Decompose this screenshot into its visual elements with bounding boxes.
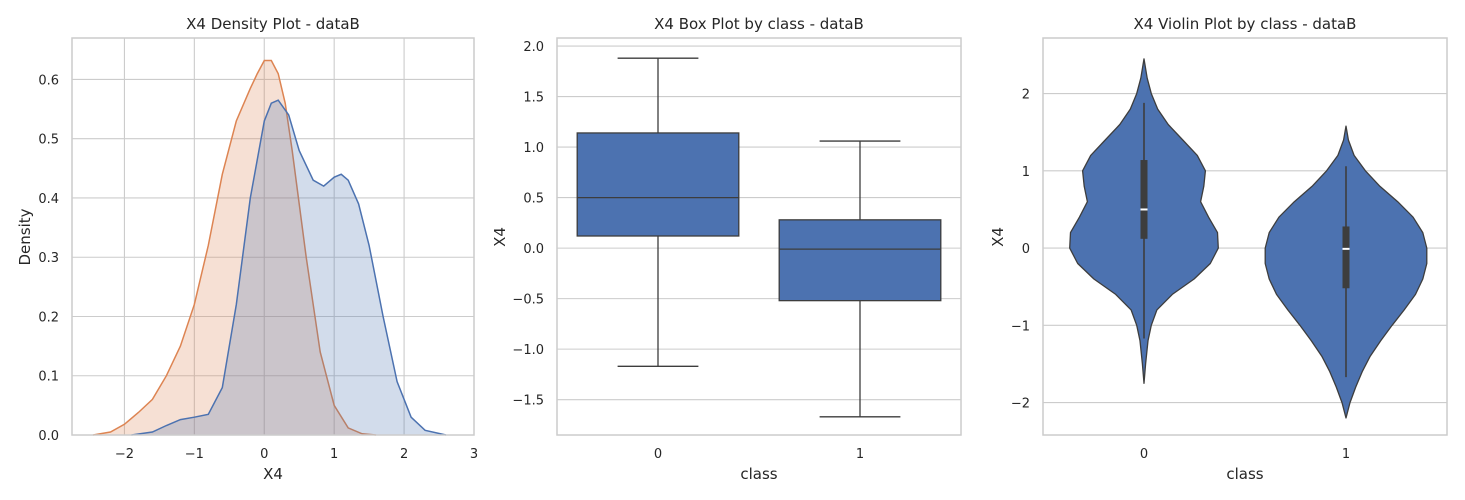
violin-plot-frame [1042, 37, 1448, 436]
density-x-tick-label: 2 [400, 447, 408, 462]
boxplot-x-tick-label: 0 [654, 447, 662, 462]
boxplot-y-tick-label: 0.0 [523, 242, 544, 257]
box-class-1 [778, 140, 942, 418]
boxplot-y-tick-label: 1.5 [523, 91, 544, 106]
boxplot-panel: −1.5 −1.0 −0.5 0.0 0.5 1.0 1.5 2.0 0 1 X4 Box Plo… [491, 15, 962, 483]
box-iqr [778, 219, 942, 302]
violin-y-tick-label: −2 [1011, 397, 1030, 412]
violin-class-1 [1264, 125, 1428, 419]
density-line-0 [92, 59, 377, 436]
boxplot-title: X4 Box Plot by class - dataB [654, 15, 864, 33]
violin-iqr-bar [1342, 226, 1350, 289]
boxplot-y-tick-label: −1.0 [512, 343, 544, 358]
boxplot-y-tick-label: 0.5 [523, 192, 544, 207]
density-x-tick-label: 3 [470, 447, 478, 462]
violin-x-tick-label: 0 [1140, 447, 1148, 462]
violin-iqr-bar [1140, 160, 1148, 239]
violin-y-tick-label: 2 [1022, 88, 1030, 103]
violin-title: X4 Violin Plot by class - dataB [1134, 15, 1357, 33]
density-y-axis-label: Density [16, 208, 34, 265]
density-y-tick-label: 0.3 [38, 251, 59, 266]
boxplot-y-tick-label: 1.0 [523, 141, 544, 156]
box-class-0 [576, 57, 740, 367]
boxplot-y-tick-label: −0.5 [512, 293, 544, 308]
density-y-tick-label: 0.6 [38, 73, 59, 88]
boxplot-boxes [576, 57, 942, 418]
boxplot-x-tick-label: 1 [856, 447, 864, 462]
boxplot-tick-labels: −1.5 −1.0 −0.5 0.0 0.5 1.0 1.5 2.0 0 1 [512, 40, 864, 462]
density-area-0 [93, 60, 377, 435]
boxplot-y-tick-label: 2.0 [523, 40, 544, 55]
density-y-tick-label: 0.5 [38, 133, 59, 148]
density-line-1 [131, 99, 447, 436]
density-y-tick-label: 0.4 [38, 192, 59, 207]
violin-shapes [1069, 58, 1428, 419]
violin-y-tick-label: −1 [1011, 319, 1030, 334]
violin-class-0 [1069, 58, 1219, 384]
box-iqr [576, 132, 740, 237]
density-x-axis-label: X4 [263, 465, 283, 483]
density-y-tick-label: 0.1 [38, 370, 59, 385]
violin-x-tick-label: 1 [1342, 447, 1350, 462]
violin-y-axis-label: X4 [989, 227, 1007, 247]
density-x-tick-label: −1 [185, 447, 204, 462]
density-series [92, 59, 447, 436]
violin-y-tick-label: 0 [1022, 242, 1030, 257]
density-tick-labels: −2 −1 0 1 2 3 0.0 0.1 0.2 0.3 0.4 0.5 0.6 [38, 73, 478, 462]
boxplot-y-axis-label: X4 [491, 227, 509, 247]
density-panel: −2 −1 0 1 2 3 0.0 0.1 0.2 0.3 0.4 0.5 0.6 X4 Density… [16, 15, 478, 483]
violin-panel: −2 −1 0 1 2 0 1 X4 Violin Plot by class - data… [989, 15, 1448, 483]
density-y-tick-label: 0.0 [38, 429, 59, 444]
violin-x-axis-label: class [1226, 465, 1263, 483]
density-x-tick-label: −2 [115, 447, 134, 462]
boxplot-x-axis-label: class [740, 465, 777, 483]
boxplot-y-tick-label: −1.5 [512, 394, 544, 409]
violin-y-tick-label: 1 [1022, 165, 1030, 180]
density-x-tick-label: 0 [260, 447, 268, 462]
boxplot-plot-frame [556, 37, 962, 436]
violin-tick-labels: −2 −1 0 1 2 0 1 [1011, 88, 1350, 462]
density-area-1 [131, 100, 446, 435]
density-y-tick-label: 0.2 [38, 310, 59, 325]
density-title: X4 Density Plot - dataB [186, 15, 360, 33]
density-plot-frame [71, 37, 475, 436]
density-x-tick-label: 1 [330, 447, 338, 462]
